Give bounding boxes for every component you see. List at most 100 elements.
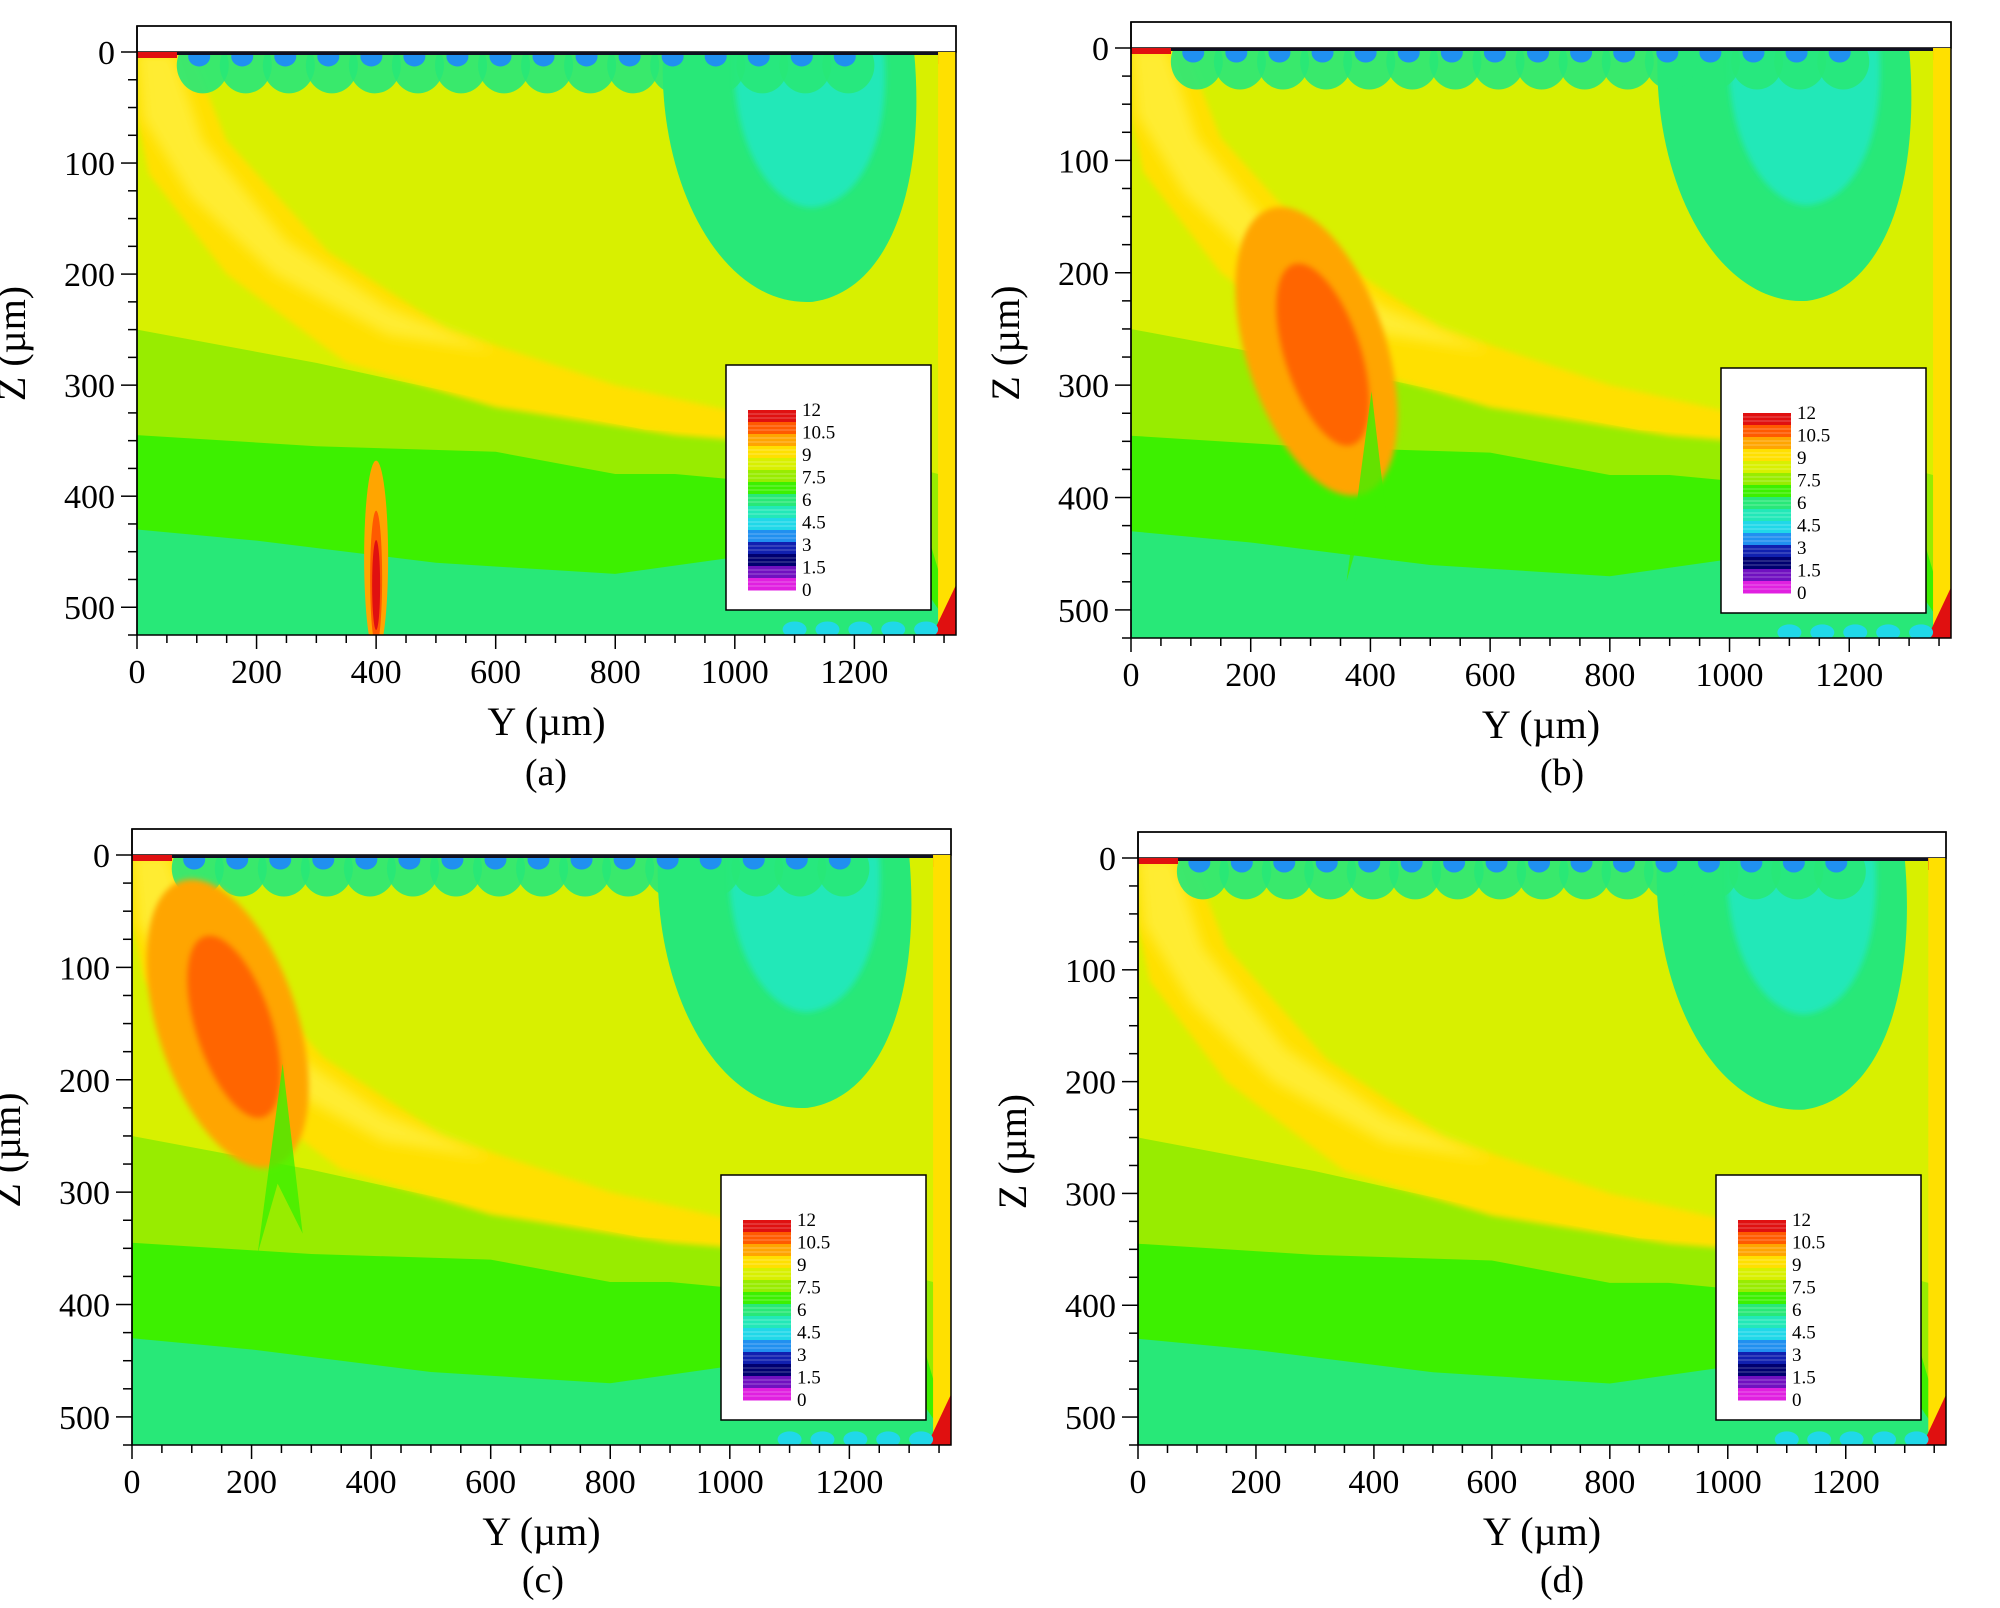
surface-cell-core [699,855,722,870]
bottom-cell [1909,624,1934,638]
surface-cell [688,855,741,897]
surface-cell-core [1397,48,1420,63]
surface-cell-core [570,855,593,870]
surface-cell [1731,48,1784,90]
surface-cell [1300,48,1353,90]
x-tick-label: 600 [465,1464,516,1501]
surface-cell [478,52,531,94]
right-edge-column [1933,48,1951,638]
x-tick-label: 800 [1584,1464,1635,1501]
legend-swatch [1743,557,1791,570]
hotspot-tail [257,1063,303,1254]
bottom-right-hotspot [1927,587,1951,638]
bottom-cell [1777,624,1802,638]
surface-cell-core [1268,48,1291,63]
surface-cell-core [317,52,340,67]
x-tick-label: 200 [1230,1464,1281,1501]
surface-cell [1219,858,1272,900]
surface-cell [1774,48,1827,90]
surface-cell-core [1740,858,1763,873]
band-yellow-core [1138,858,1492,1160]
surface-cell-core [790,52,813,67]
surface-cell-core [1273,858,1296,873]
hotspot-tail [1346,391,1392,582]
panel-label: (b) [1540,752,1584,794]
legend-swatch [1738,1328,1786,1341]
surface-cell-core [1485,858,1508,873]
surface-cell [1176,858,1229,900]
y-tick-label: 300 [59,1175,110,1212]
legend-swatch [1738,1340,1786,1353]
surface-cell [1343,48,1396,90]
surface-cell [521,52,574,94]
legend-swatch [743,1388,791,1401]
legend-swatch [1743,581,1791,594]
bottom-cell [1876,624,1901,638]
panel-c: 0 100 200 300 400 500 Z (µm) 0 200 400 600 800 1000 1… [0,828,952,1601]
legend-label: 10.5 [1797,426,1830,447]
legend-swatch [1738,1268,1786,1281]
surface-cell [559,855,612,897]
surface-cell [343,855,396,897]
frame-top-band [1137,831,1947,859]
legend-swatch [1738,1376,1786,1389]
legend-swatch [1738,1292,1786,1305]
legend-label: 6 [802,490,812,511]
surface-cell-core [1358,858,1381,873]
surface-cell [1474,858,1527,900]
frame-top-band [1130,21,1952,49]
surface-cell-core [403,52,426,67]
surface-cell [348,52,401,94]
legend-label: 0 [1797,583,1807,604]
frame-top-band [136,25,957,53]
legend-swatch [1738,1304,1786,1317]
legend-swatch [743,1316,791,1329]
legend-swatch [748,458,796,471]
right-edge-column [938,52,956,635]
legend-swatch [1743,545,1791,558]
legend-swatch [748,446,796,459]
surface-cell [602,855,655,897]
surface-cell [1515,48,1568,90]
legend-swatch [748,518,796,531]
legend-label: 12 [797,1210,816,1231]
bottom-cell [1904,1431,1929,1445]
legend-label: 3 [1797,538,1807,559]
legend-label: 12 [1797,403,1816,424]
x-tick-label: 1200 [1815,657,1883,694]
legend-swatch [1743,449,1791,462]
surface-cell-core [360,52,383,67]
surface-cell-core [1230,858,1253,873]
legend-label: 12 [1792,1210,1811,1231]
y-tick-label: 500 [64,590,115,627]
y-tick-label: 500 [59,1400,110,1437]
surface-line [137,52,956,55]
y-tick-label: 400 [1058,481,1109,518]
legend-label: 9 [1797,448,1807,469]
legend-swatch [1743,569,1791,582]
surface-cell [650,52,703,94]
legend-swatch [1743,485,1791,498]
surface-cell-core [231,52,254,67]
legend-swatch [1738,1220,1786,1233]
surface-cell-core [1828,48,1851,63]
surface-cell [1601,858,1654,900]
panel-d: 0 100 200 300 400 500 Z (µm) 0 200 400 600 800 1000 1… [990,831,1947,1601]
left-hot-corner [1131,48,1171,54]
surface-cell-core [527,855,550,870]
bottom-cell [1839,1431,1864,1445]
surface-cell [1817,48,1870,90]
hotspot-core [1276,263,1370,446]
surface-cell [645,855,698,897]
surface-cell-core [1742,48,1765,63]
panel-label: (a) [525,752,567,794]
y-axis-title: Z (µm) [990,1094,1035,1209]
x-tick-label: 1000 [1694,1464,1762,1501]
surface-cell-core [1699,48,1722,63]
legend-label: 7.5 [1797,471,1821,492]
legend-label: 1.5 [1792,1368,1816,1389]
x-tick-label: 800 [590,654,641,691]
y-axis: 0 100 200 300 400 500 Z (µm) [983,22,1132,639]
y-axis-title: Z (µm) [983,285,1028,400]
x-axis-title: Y (µm) [1482,702,1600,747]
